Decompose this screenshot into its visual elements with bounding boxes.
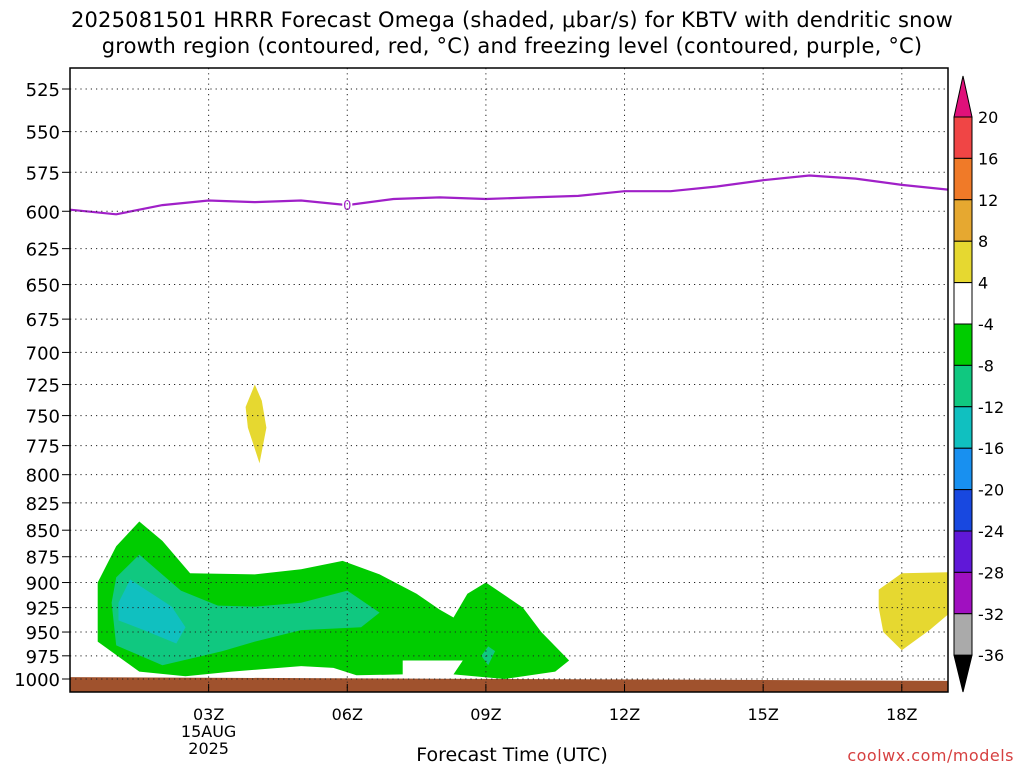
y-tick-label: 575 <box>26 163 60 184</box>
y-tick-label: 725 <box>26 376 60 397</box>
omega-region-5 <box>878 572 948 651</box>
y-tick-label: 550 <box>26 123 60 144</box>
colorbar-bin-11 <box>953 530 973 573</box>
y-tick-label: 875 <box>26 548 60 569</box>
y-tick-label: 625 <box>26 240 60 261</box>
freezing-level-label: 0 <box>343 199 351 214</box>
colorbar-label: -28 <box>978 563 1004 582</box>
omega-region-3 <box>118 579 186 644</box>
colorbar-bin-3 <box>953 199 973 242</box>
y-tick-label: 825 <box>26 494 60 515</box>
colorbar-bin-1 <box>953 116 973 159</box>
colorbar-bin-8 <box>953 406 973 449</box>
colorbar-label: 8 <box>978 232 988 251</box>
colorbar-bin-0 <box>953 75 973 118</box>
colorbar-label: -24 <box>978 522 1004 541</box>
colorbar-label: -32 <box>978 605 1004 624</box>
y-tick-label: 1000 <box>14 670 60 691</box>
x-tick-label: 12Z <box>609 705 640 724</box>
y-tick-label: 525 <box>26 80 60 101</box>
omega-region-2 <box>481 646 496 666</box>
x-tick-label: 18Z <box>886 705 917 724</box>
omega-region-4 <box>245 384 267 464</box>
y-tick-label: 650 <box>26 276 60 297</box>
plot-frame <box>69 67 949 693</box>
colorbar-bin-4 <box>953 240 973 284</box>
y-tick-label: 900 <box>26 574 60 595</box>
colorbar-bin-5 <box>953 282 973 325</box>
colorbar-bin-2 <box>953 157 973 201</box>
chart-title-line-1: 2025081501 HRRR Forecast Omega (shaded, … <box>70 8 954 32</box>
y-tick-label: 600 <box>26 202 60 223</box>
y-tick-label: 800 <box>26 466 60 487</box>
freezing-level-line <box>70 174 948 216</box>
chart-title-line-2: growth region (contoured, red, °C) and f… <box>101 34 923 58</box>
x-axis-label: Forecast Time (UTC) <box>416 744 608 766</box>
y-tick-label: 750 <box>26 407 60 428</box>
y-tick-label: 925 <box>26 599 60 620</box>
colorbar-label: -36 <box>978 646 1004 665</box>
colorbar-label: 4 <box>978 274 988 293</box>
colorbar-bin-13 <box>953 613 973 656</box>
colorbar-label: 12 <box>978 191 998 210</box>
colorbar-label: -8 <box>978 356 994 375</box>
y-tick-label: 850 <box>26 521 60 542</box>
colorbar-bin-6 <box>953 323 973 366</box>
x-tick-label: 06Z <box>332 705 363 724</box>
x-tick-label: 03Z <box>193 705 224 724</box>
colorbar-bin-9 <box>953 447 973 491</box>
colorbar-label: 20 <box>978 108 998 127</box>
colorbar-bin-12 <box>953 571 973 615</box>
ground-surface <box>70 677 948 692</box>
y-tick-label: 975 <box>26 647 60 668</box>
x-year-label: 2025 <box>188 739 229 758</box>
x-date-label: 15AUG <box>181 722 236 741</box>
colorbar-label: -12 <box>978 398 1004 417</box>
colorbar-bin-14 <box>953 654 973 693</box>
colorbar-label: 16 <box>978 149 998 168</box>
watermark: coolwx.com/models <box>847 746 1014 765</box>
y-tick-label: 950 <box>26 623 60 644</box>
colorbar-label: -16 <box>978 439 1004 458</box>
colorbar-bin-10 <box>953 489 973 532</box>
x-tick-label: 15Z <box>747 705 778 724</box>
colorbar-label: -4 <box>978 315 994 334</box>
x-tick-label: 09Z <box>470 705 501 724</box>
y-tick-label: 775 <box>26 437 60 458</box>
colorbar-bin-7 <box>953 364 973 408</box>
y-tick-label: 675 <box>26 310 60 331</box>
colorbar-label: -20 <box>978 481 1004 500</box>
y-tick-label: 700 <box>26 343 60 364</box>
